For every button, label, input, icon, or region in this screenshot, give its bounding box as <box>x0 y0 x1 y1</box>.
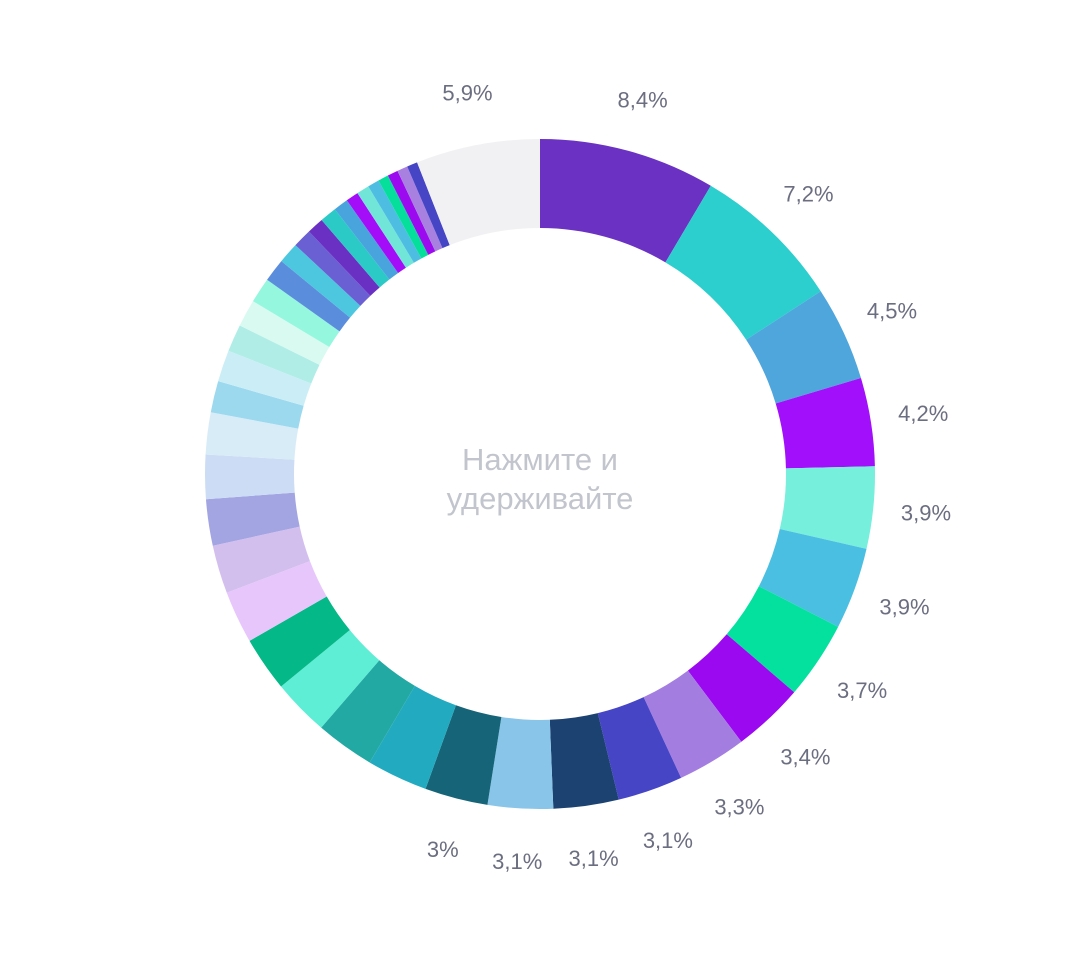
donut-slice-32[interactable] <box>321 209 390 288</box>
donut-slice-34[interactable] <box>346 193 406 274</box>
center-hint-line-2: удерживайте <box>447 481 634 516</box>
slice-label-8: 3,4% <box>780 745 830 770</box>
donut-slice-30[interactable] <box>295 231 371 306</box>
donut-slice-40[interactable] <box>407 162 450 249</box>
donut-slice-4[interactable] <box>775 378 875 469</box>
percent-labels: 8,4% 7,2% 4,5% 4,2% 3,9% 3,9% 3,7% 3,4% 3,3% 3,1%… <box>427 80 951 874</box>
donut-slice-17[interactable] <box>249 596 350 687</box>
donut-slice-15[interactable] <box>321 660 415 763</box>
donut-slice-16[interactable] <box>281 630 380 728</box>
donut-slice-5[interactable] <box>779 466 875 549</box>
donut-slice-2[interactable] <box>665 185 821 340</box>
donut-slice-28[interactable] <box>267 261 351 332</box>
donut-slice-38[interactable] <box>387 170 436 255</box>
donut-slice-39[interactable] <box>397 166 443 252</box>
donut-slice-26[interactable] <box>239 301 330 365</box>
donut-slice-31[interactable] <box>308 219 380 296</box>
donut-slice-19[interactable] <box>212 526 310 593</box>
donut-slice-13[interactable] <box>425 705 502 805</box>
slice-label-3: 4,5% <box>867 298 917 323</box>
slice-label-11: 3,1% <box>569 846 619 871</box>
donut-slice-25[interactable] <box>228 325 320 384</box>
slice-label-13: 3% <box>427 837 459 862</box>
donut-slice-37[interactable] <box>378 175 429 259</box>
donut-slice-29[interactable] <box>281 245 361 318</box>
slice-label-6: 3,9% <box>879 594 929 619</box>
donut-slice-14[interactable] <box>369 685 456 789</box>
donut-slices[interactable] <box>205 139 875 809</box>
donut-slice-23[interactable] <box>210 381 304 429</box>
donut-slice-24[interactable] <box>218 350 312 406</box>
slice-label-12: 3,1% <box>492 849 542 874</box>
donut-slice-35[interactable] <box>357 186 414 268</box>
slice-label-7: 3,7% <box>837 678 887 703</box>
slice-label-5: 3,9% <box>901 501 951 526</box>
center-hint-line-1: Нажмите и <box>462 442 618 477</box>
donut-slice-8[interactable] <box>687 634 795 742</box>
slice-label-4: 4,2% <box>898 401 948 426</box>
donut-slice-6[interactable] <box>758 528 867 627</box>
slice-label-2: 7,2% <box>783 181 833 206</box>
donut-slice-12[interactable] <box>487 716 554 809</box>
donut-slice-20[interactable] <box>205 492 300 546</box>
donut-slice-3[interactable] <box>746 291 861 404</box>
donut-slice-11[interactable] <box>549 713 619 809</box>
donut-slice-22[interactable] <box>205 412 299 460</box>
donut-slice-21[interactable] <box>205 454 295 500</box>
slice-label-10: 3,1% <box>643 828 693 853</box>
donut-slice-27[interactable] <box>253 279 340 348</box>
donut-slice-36[interactable] <box>368 180 422 263</box>
slice-label-41: 5,9% <box>442 80 492 105</box>
donut-slice-9[interactable] <box>643 670 742 778</box>
slice-label-9: 3,3% <box>714 794 764 819</box>
donut-slice-7[interactable] <box>726 586 839 693</box>
donut-slice-41[interactable] <box>417 139 540 246</box>
slice-label-1: 8,4% <box>618 87 668 112</box>
donut-slice-1[interactable] <box>540 139 711 263</box>
donut-slice-10[interactable] <box>597 697 682 800</box>
donut-slice-18[interactable] <box>226 561 327 641</box>
donut-slice-33[interactable] <box>334 200 399 280</box>
